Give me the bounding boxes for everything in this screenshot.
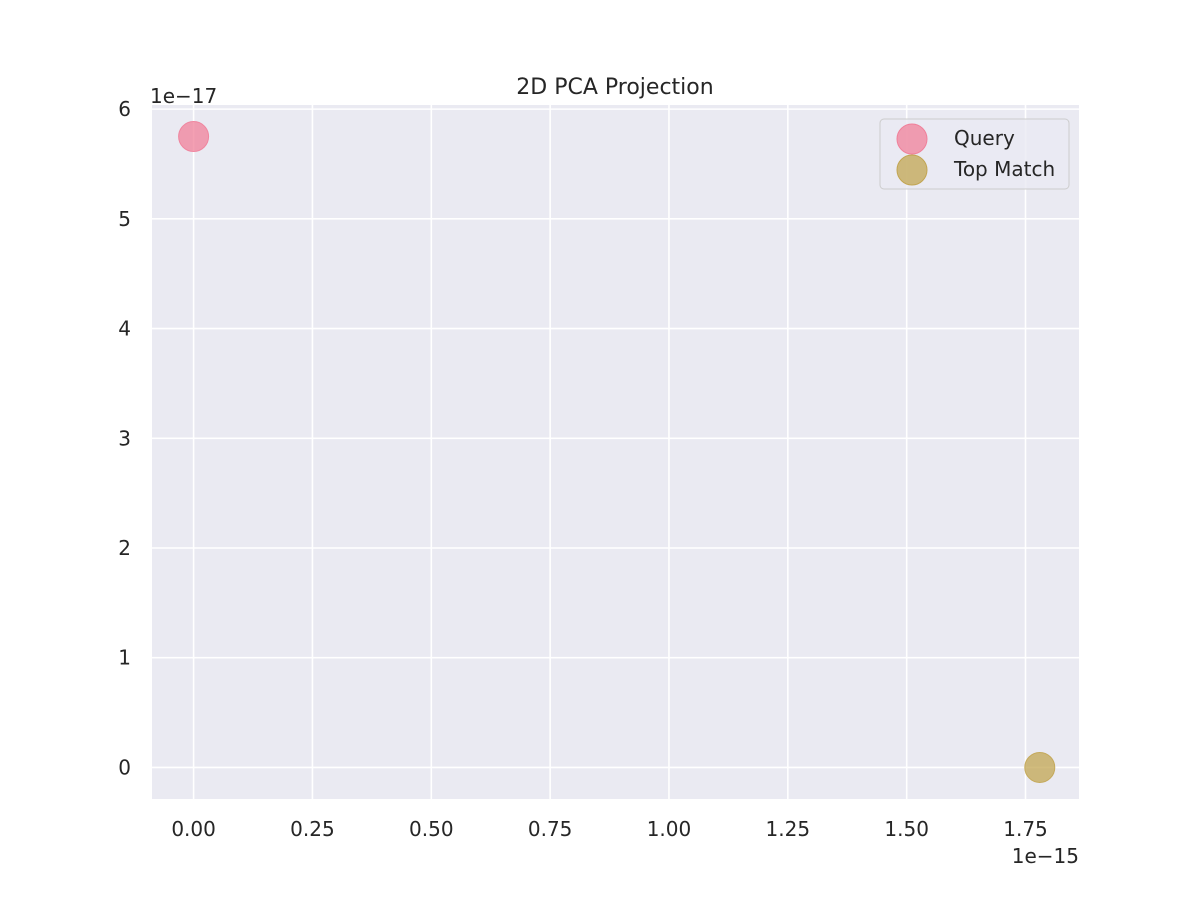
x-tick-label: 0.00: [171, 817, 216, 841]
legend-marker-top-match: [896, 154, 928, 186]
y-tick-label: 5: [118, 207, 131, 231]
plot-area: [152, 105, 1079, 799]
data-points: [178, 121, 1056, 783]
x-tick-label: 0.75: [528, 817, 573, 841]
x-tick-label: 0.50: [409, 817, 454, 841]
x-tick-label: 1.75: [1003, 817, 1048, 841]
y-gridlines: [152, 108, 1079, 769]
y-tick-label: 2: [118, 536, 131, 560]
data-point-query: [178, 121, 210, 153]
x-tick-label: 1.25: [766, 817, 811, 841]
x-offset-label: 1e−15: [1012, 844, 1079, 868]
data-point-top-match: [1024, 751, 1056, 783]
y-tick-label: 1: [118, 646, 131, 670]
legend-marker-query: [896, 123, 928, 155]
y-offset-label: 1e−17: [150, 84, 217, 108]
legend: Query Top Match: [879, 118, 1070, 190]
x-tick-label: 1.50: [884, 817, 929, 841]
y-tick-label: 3: [118, 426, 131, 450]
x-gridlines: [192, 105, 1027, 799]
x-tick-label: 0.25: [290, 817, 335, 841]
y-tick-label: 0: [118, 755, 131, 779]
x-tick-label: 1.00: [647, 817, 692, 841]
chart-title: 2D PCA Projection: [516, 75, 713, 100]
y-tick-label: 6: [118, 97, 131, 121]
legend-label-top-match: Top Match: [953, 157, 1055, 181]
y-axis-tick-labels: 0 1 2 3 4 5 6: [118, 97, 131, 779]
x-axis-tick-labels: 0.00 0.25 0.50 0.75 1.00 1.25 1.50 1.75: [171, 817, 1047, 841]
y-tick-label: 4: [118, 317, 131, 341]
legend-label-query: Query: [954, 126, 1015, 150]
